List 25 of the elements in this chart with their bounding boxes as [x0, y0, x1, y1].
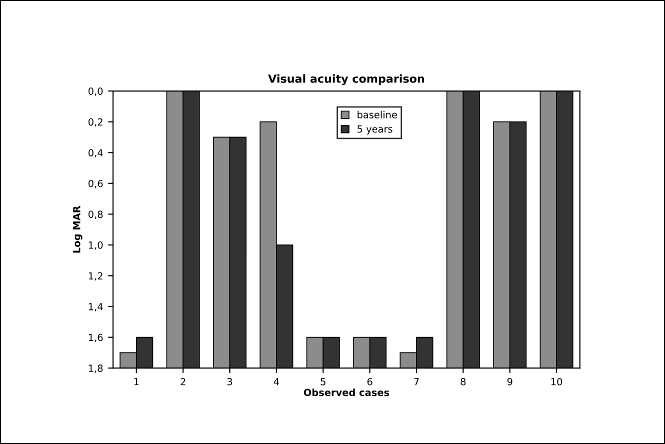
- x-tick-label: 7: [414, 378, 419, 386]
- y-tick-label: 1,4: [88, 303, 103, 312]
- x-axis-title: Observed cases: [304, 388, 390, 396]
- x-tick-label: 6: [367, 378, 372, 386]
- x-tick-label: 2: [180, 378, 186, 386]
- x-tick-label: 3: [227, 378, 232, 386]
- y-tick-label: 1,2: [88, 272, 102, 281]
- y-tick-label: 0,0: [88, 88, 103, 96]
- x-tick-label: 9: [507, 378, 512, 386]
- y-tick-label: 0,6: [88, 180, 103, 188]
- y-tick-label: 1,0: [88, 241, 103, 250]
- chart-title: Visual acuity comparison: [268, 74, 424, 86]
- y-tick-label: 0,8: [88, 210, 103, 219]
- y-tick-label: 0,2: [88, 118, 102, 127]
- x-tick-label: 1: [134, 378, 139, 386]
- y-tick-label: 1,6: [88, 334, 103, 342]
- y-tick-label: 0,4: [88, 149, 103, 158]
- x-tick-label: 8: [460, 378, 466, 386]
- legend-label: baseline: [358, 110, 397, 118]
- legend-label: 5 years: [358, 125, 392, 135]
- y-tick-label: 1,8: [88, 364, 103, 373]
- x-tick-label: 10: [551, 378, 562, 386]
- x-tick-label: 5: [320, 378, 326, 386]
- x-tick-label: 4: [274, 378, 279, 386]
- y-axis-title: Log MAR: [73, 206, 82, 253]
